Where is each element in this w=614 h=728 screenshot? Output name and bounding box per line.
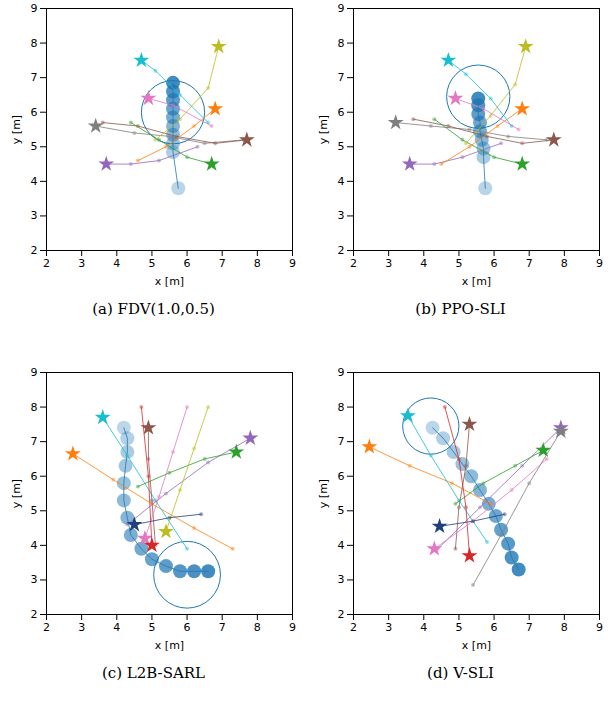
svg-text:7: 7 [337, 71, 344, 84]
svg-text:7: 7 [525, 257, 532, 270]
svg-text:6: 6 [30, 470, 37, 483]
svg-text:3: 3 [337, 573, 344, 586]
svg-text:5: 5 [337, 504, 344, 517]
svg-text:4: 4 [420, 621, 427, 634]
svg-text:2: 2 [350, 621, 357, 634]
svg-text:9: 9 [596, 257, 603, 270]
svg-text:4: 4 [113, 621, 120, 634]
svg-text:8: 8 [337, 401, 344, 414]
svg-text:6: 6 [490, 621, 497, 634]
svg-text:4: 4 [420, 257, 427, 270]
svg-text:5: 5 [148, 621, 155, 634]
svg-text:7: 7 [30, 71, 37, 84]
svg-text:6: 6 [183, 621, 190, 634]
html-text:(d) V-SLI: (d) V-SLI [427, 664, 494, 682]
svg-text:2: 2 [30, 244, 37, 257]
svg-text:6: 6 [30, 106, 37, 119]
svg-text:6: 6 [337, 106, 344, 119]
svg-text:9: 9 [337, 2, 344, 15]
svg-text:x [m]: x [m] [461, 275, 490, 288]
svg-text:8: 8 [30, 401, 37, 414]
svg-text:y [m]: y [m] [317, 479, 330, 508]
svg-text:9: 9 [30, 366, 37, 379]
svg-text:7: 7 [525, 621, 532, 634]
svg-text:3: 3 [337, 209, 344, 222]
svg-text:5: 5 [30, 504, 37, 517]
svg-text:6: 6 [183, 257, 190, 270]
svg-text:4: 4 [30, 539, 37, 552]
svg-text:3: 3 [385, 621, 392, 634]
svg-text:2: 2 [30, 608, 37, 621]
svg-text:4: 4 [30, 175, 37, 188]
svg-text:3: 3 [385, 257, 392, 270]
svg-text:6: 6 [490, 257, 497, 270]
svg-text:9: 9 [596, 621, 603, 634]
html-text:(c) L2B-SARL: (c) L2B-SARL [101, 664, 206, 682]
html-text:(b) PPO-SLI: (b) PPO-SLI [415, 300, 506, 318]
svg-text:3: 3 [78, 621, 85, 634]
svg-text:3: 3 [78, 257, 85, 270]
svg-text:4: 4 [337, 539, 344, 552]
svg-text:9: 9 [289, 621, 296, 634]
svg-text:3: 3 [30, 573, 37, 586]
svg-text:6: 6 [337, 470, 344, 483]
svg-text:7: 7 [337, 435, 344, 448]
svg-text:8: 8 [337, 37, 344, 50]
svg-text:8: 8 [560, 621, 567, 634]
svg-text:8: 8 [253, 621, 260, 634]
svg-text:9: 9 [30, 2, 37, 15]
svg-text:8: 8 [30, 37, 37, 50]
svg-text:4: 4 [113, 257, 120, 270]
svg-text:2: 2 [337, 244, 344, 257]
svg-text:8: 8 [560, 257, 567, 270]
svg-text:8: 8 [253, 257, 260, 270]
svg-text:5: 5 [455, 621, 462, 634]
svg-text:4: 4 [337, 175, 344, 188]
svg-text:2: 2 [43, 257, 50, 270]
svg-text:5: 5 [337, 140, 344, 153]
svg-text:y [m]: y [m] [317, 115, 330, 144]
svg-text:5: 5 [30, 140, 37, 153]
html-text:(a) FDV(1.0,0.5): (a) FDV(1.0,0.5) [92, 300, 215, 318]
svg-text:7: 7 [30, 435, 37, 448]
svg-text:2: 2 [350, 257, 357, 270]
svg-text:7: 7 [218, 621, 225, 634]
svg-text:x [m]: x [m] [461, 639, 490, 652]
svg-text:2: 2 [43, 621, 50, 634]
svg-text:x [m]: x [m] [154, 275, 183, 288]
svg-text:y [m]: y [m] [10, 479, 23, 508]
svg-text:5: 5 [148, 257, 155, 270]
svg-text:3: 3 [30, 209, 37, 222]
svg-text:x [m]: x [m] [154, 639, 183, 652]
svg-text:9: 9 [337, 366, 344, 379]
svg-text:2: 2 [337, 608, 344, 621]
svg-text:5: 5 [455, 257, 462, 270]
svg-text:y [m]: y [m] [10, 115, 23, 144]
svg-text:7: 7 [218, 257, 225, 270]
svg-text:9: 9 [289, 257, 296, 270]
